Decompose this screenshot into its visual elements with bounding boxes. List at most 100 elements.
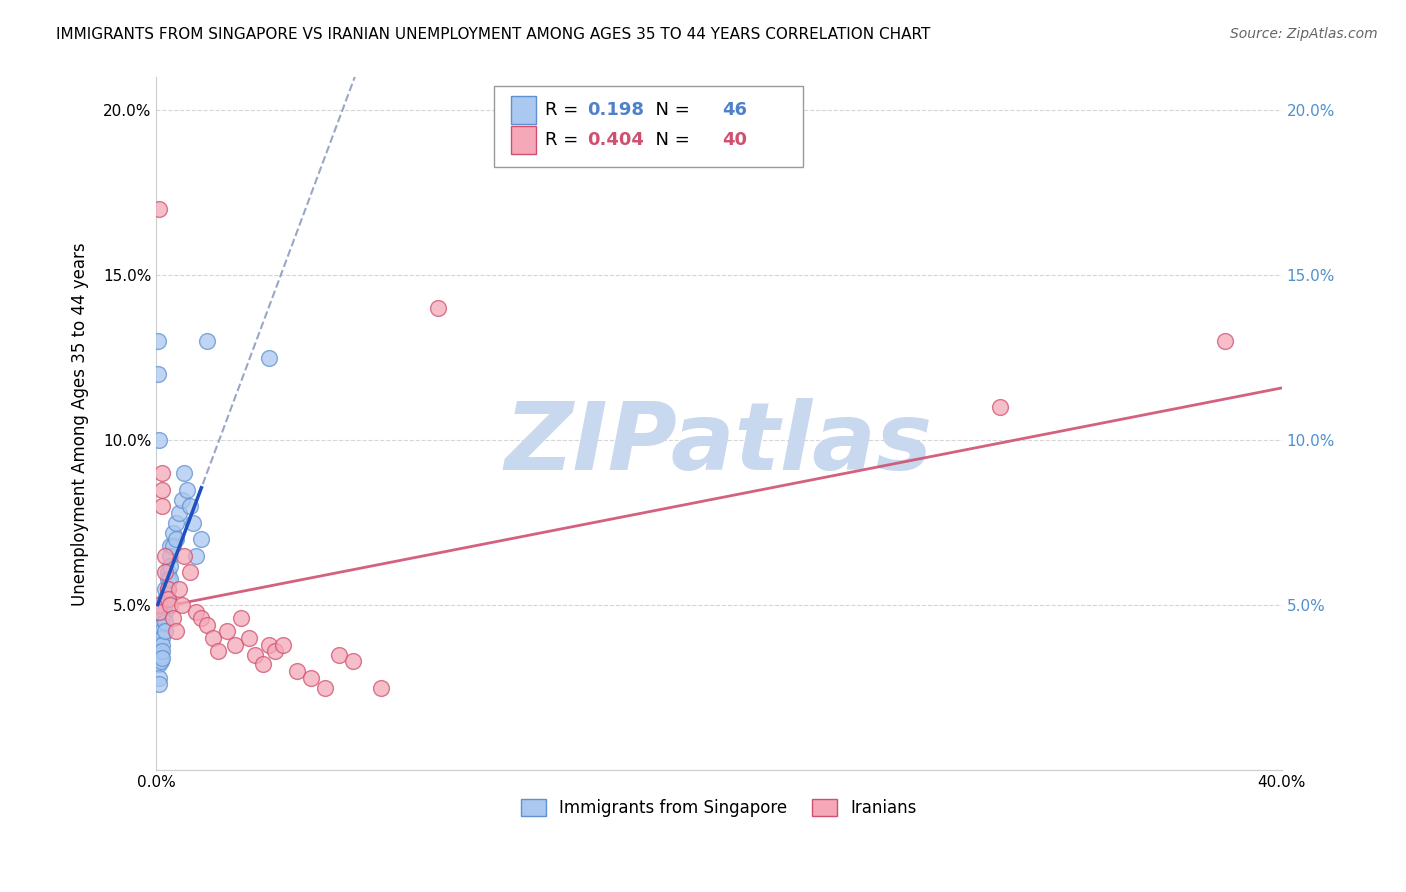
Point bbox=[148, 671, 170, 685]
Point bbox=[153, 615, 176, 629]
Point bbox=[159, 598, 181, 612]
Point bbox=[156, 572, 179, 586]
Point bbox=[162, 539, 184, 553]
Point bbox=[153, 591, 176, 606]
Text: R =: R = bbox=[544, 101, 583, 119]
Point bbox=[988, 401, 1011, 415]
Point bbox=[179, 565, 201, 579]
Point bbox=[184, 549, 207, 563]
Point bbox=[148, 657, 170, 672]
Point bbox=[159, 539, 181, 553]
Point bbox=[153, 565, 176, 579]
Point bbox=[148, 202, 170, 217]
Point bbox=[224, 638, 246, 652]
Point bbox=[238, 631, 260, 645]
Point bbox=[150, 624, 173, 639]
Point bbox=[263, 644, 285, 658]
Point bbox=[150, 466, 173, 480]
Point bbox=[150, 644, 173, 658]
Point bbox=[153, 624, 176, 639]
Point bbox=[229, 611, 252, 625]
Y-axis label: Unemployment Among Ages 35 to 44 years: Unemployment Among Ages 35 to 44 years bbox=[72, 242, 89, 606]
Point bbox=[150, 638, 173, 652]
Point bbox=[148, 368, 170, 382]
Point bbox=[150, 618, 173, 632]
Point bbox=[153, 549, 176, 563]
Point bbox=[285, 664, 308, 678]
Text: 0.404: 0.404 bbox=[588, 131, 644, 149]
Point bbox=[162, 611, 184, 625]
Point bbox=[201, 631, 224, 645]
Point bbox=[156, 565, 179, 579]
Point bbox=[170, 598, 193, 612]
Text: R =: R = bbox=[544, 131, 583, 149]
Point bbox=[370, 681, 392, 695]
Point bbox=[257, 638, 280, 652]
FancyBboxPatch shape bbox=[510, 96, 536, 124]
Point bbox=[150, 499, 173, 513]
Point bbox=[190, 611, 212, 625]
Point bbox=[1213, 334, 1236, 349]
Point bbox=[167, 582, 190, 596]
Point bbox=[207, 644, 229, 658]
Point bbox=[179, 499, 201, 513]
FancyBboxPatch shape bbox=[510, 126, 536, 153]
Legend: Immigrants from Singapore, Iranians: Immigrants from Singapore, Iranians bbox=[515, 792, 924, 824]
Text: N =: N = bbox=[644, 131, 695, 149]
Point bbox=[148, 644, 170, 658]
Point bbox=[195, 334, 218, 349]
Point bbox=[148, 638, 170, 652]
Point bbox=[215, 624, 238, 639]
Text: 46: 46 bbox=[723, 101, 748, 119]
Point bbox=[150, 611, 173, 625]
Point bbox=[159, 572, 181, 586]
Point bbox=[150, 631, 173, 645]
Point bbox=[271, 638, 294, 652]
Point bbox=[252, 657, 274, 672]
Point bbox=[167, 506, 190, 520]
Point bbox=[153, 605, 176, 619]
Point bbox=[156, 591, 179, 606]
Text: 40: 40 bbox=[723, 131, 748, 149]
Point bbox=[181, 516, 204, 530]
Point bbox=[328, 648, 350, 662]
Point bbox=[156, 582, 179, 596]
Point bbox=[148, 677, 170, 691]
Point bbox=[156, 591, 179, 606]
Point bbox=[299, 671, 322, 685]
Point bbox=[170, 492, 193, 507]
Point bbox=[159, 549, 181, 563]
Point bbox=[162, 525, 184, 540]
Point bbox=[190, 532, 212, 546]
Point bbox=[184, 605, 207, 619]
Point bbox=[150, 598, 173, 612]
Point bbox=[165, 624, 187, 639]
Point bbox=[314, 681, 336, 695]
Point bbox=[159, 558, 181, 573]
Text: Source: ZipAtlas.com: Source: ZipAtlas.com bbox=[1230, 27, 1378, 41]
Point bbox=[173, 466, 195, 480]
Point bbox=[148, 598, 170, 612]
Point bbox=[149, 654, 172, 668]
Text: N =: N = bbox=[644, 101, 695, 119]
Point bbox=[165, 516, 187, 530]
Point bbox=[150, 483, 173, 497]
Text: ZIPatlas: ZIPatlas bbox=[505, 399, 934, 491]
Text: 0.198: 0.198 bbox=[588, 101, 644, 119]
Point bbox=[150, 605, 173, 619]
Text: IMMIGRANTS FROM SINGAPORE VS IRANIAN UNEMPLOYMENT AMONG AGES 35 TO 44 YEARS CORR: IMMIGRANTS FROM SINGAPORE VS IRANIAN UNE… bbox=[56, 27, 931, 42]
Point bbox=[148, 605, 170, 619]
Point bbox=[342, 654, 364, 668]
Point bbox=[176, 483, 198, 497]
Point bbox=[150, 651, 173, 665]
Point bbox=[165, 532, 187, 546]
Point bbox=[426, 301, 449, 316]
Point bbox=[148, 434, 170, 448]
Point bbox=[153, 582, 176, 596]
Point bbox=[243, 648, 266, 662]
Point bbox=[257, 351, 280, 365]
Point bbox=[195, 618, 218, 632]
FancyBboxPatch shape bbox=[494, 86, 803, 168]
Point bbox=[156, 582, 179, 596]
Point bbox=[173, 549, 195, 563]
